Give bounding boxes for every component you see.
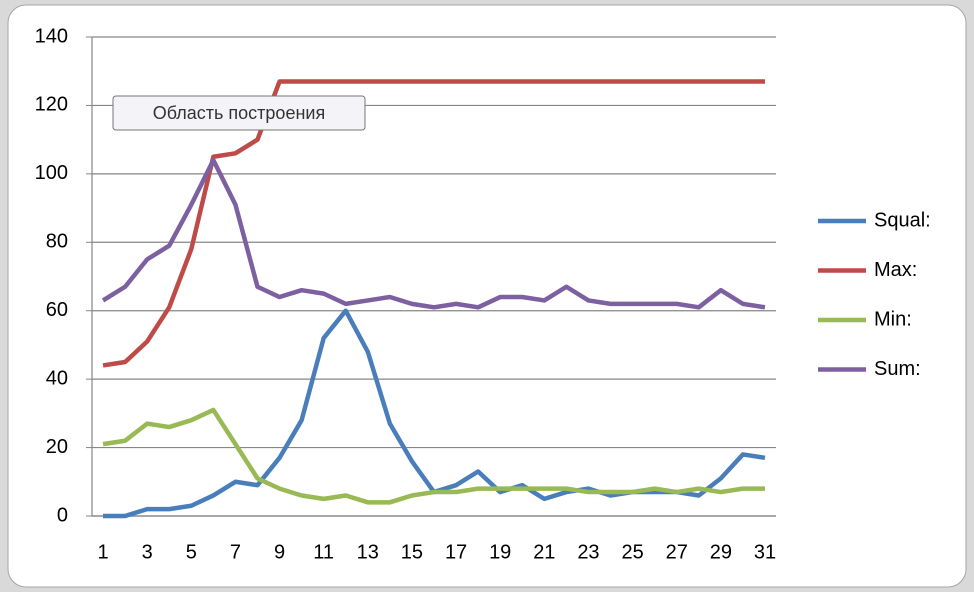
y-tick-label: 40 [46, 367, 68, 389]
tooltip-box [112, 95, 366, 131]
y-tick-label: 140 [35, 25, 68, 47]
y-tick-label: 0 [57, 504, 68, 526]
x-tick-label: 25 [621, 541, 643, 563]
y-tick-label: 120 [35, 94, 68, 116]
y-tick-label: 80 [46, 231, 68, 253]
x-tick-label: 7 [230, 541, 241, 563]
x-tick-label: 23 [577, 541, 599, 563]
x-tick-label: 9 [274, 541, 285, 563]
y-tick-label: 20 [46, 436, 68, 458]
legend-label: Sum: [874, 358, 921, 380]
x-tick-label: 15 [401, 541, 423, 563]
legend-label: Squal: [874, 209, 931, 231]
x-tick-label: 29 [710, 541, 732, 563]
y-tick-label: 100 [35, 162, 68, 184]
x-tick-label: 21 [533, 541, 555, 563]
x-tick-label: 17 [445, 541, 467, 563]
series-line [102, 407, 765, 505]
x-tick-label: 11 [313, 541, 334, 563]
x-tick-label: 19 [489, 541, 511, 563]
tooltip-text: Область построения [153, 103, 325, 123]
x-tick-label: 27 [666, 541, 688, 563]
x-tick-label: 3 [142, 541, 153, 563]
x-tick-label: 5 [186, 541, 197, 563]
chart-area [7, 4, 967, 588]
legend-label: Min: [874, 308, 912, 330]
x-tick-label: 13 [357, 541, 379, 563]
y-tick-label: 60 [46, 299, 68, 321]
x-tick-label: 1 [97, 541, 108, 563]
x-tick-label: 31 [754, 541, 776, 563]
series-line [101, 157, 766, 310]
series-line [102, 79, 765, 368]
legend-label: Max: [874, 259, 917, 281]
